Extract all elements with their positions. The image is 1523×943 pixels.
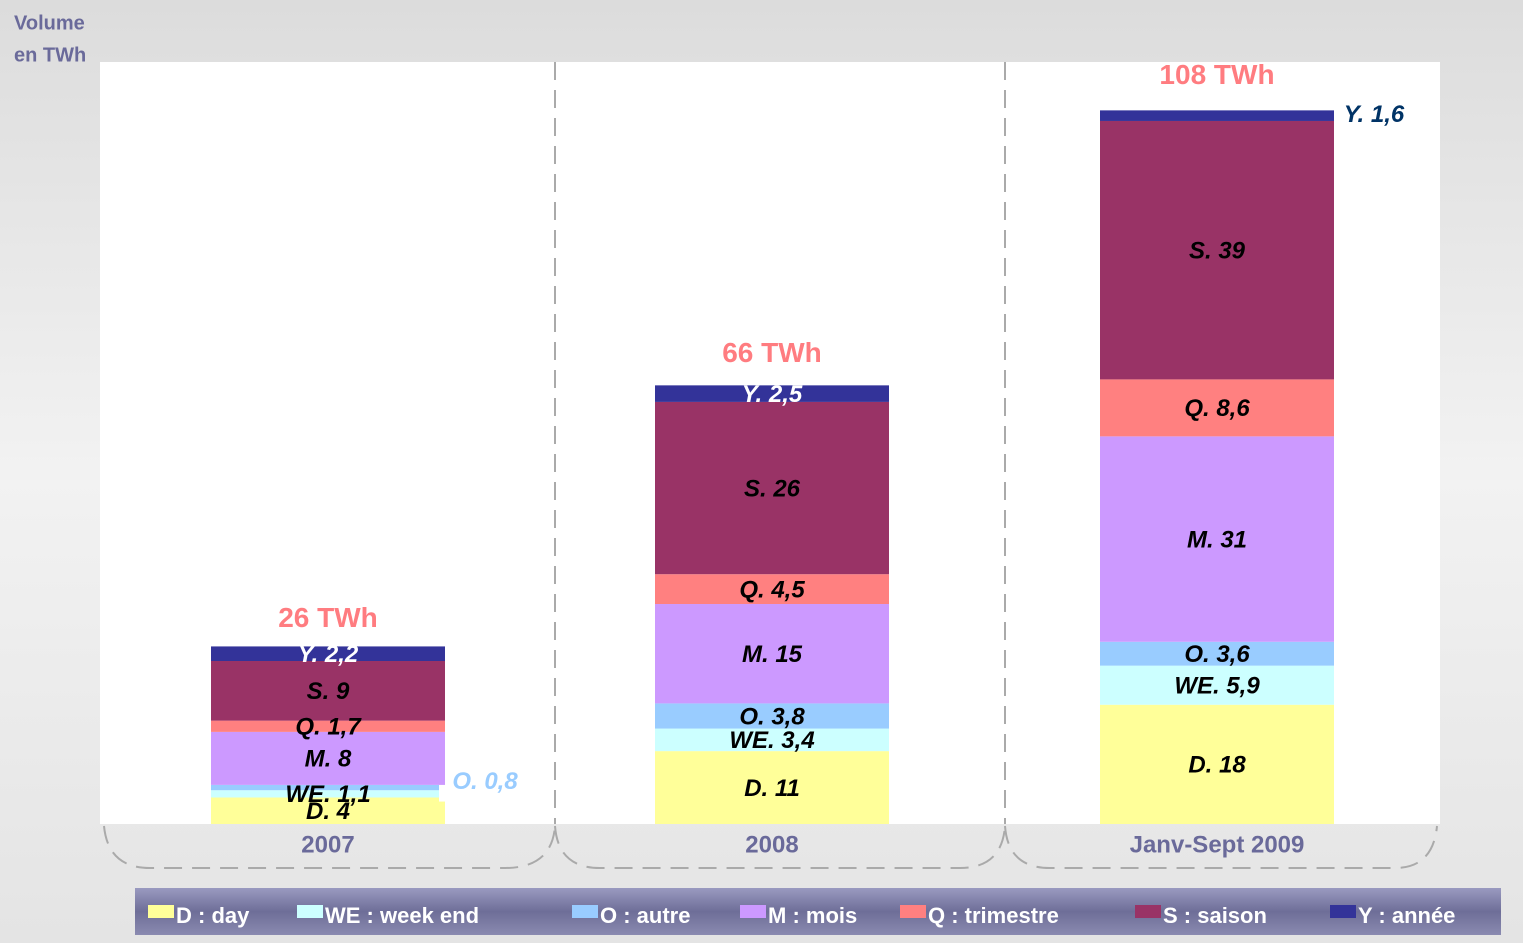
x-tick-label: Janv-Sept 2009 [1130,831,1305,858]
bar-segment [211,797,445,824]
bar-segment [655,703,889,729]
data-label: D. 4 [306,798,350,825]
legend-label: O : autre [600,903,690,928]
data-label: WE. 5,9 [1174,673,1260,700]
bar-segment [211,646,445,661]
data-label: O. 0,8 [452,768,518,795]
data-label: O. 3,8 [739,703,805,730]
bar-segment [655,604,889,704]
data-label: Q. 1,7 [295,714,362,741]
legend-swatch [572,905,598,918]
legend-label: D : day [176,903,250,928]
legend-swatch [900,905,926,918]
data-label: M. 8 [305,746,352,773]
bar-segment [655,574,889,605]
total-label: 26 TWh [278,602,378,633]
data-label: O. 3,6 [1184,641,1250,668]
brackets [103,825,1438,869]
bar-segment [655,385,889,402]
legend-swatch [1330,905,1356,918]
bar-segment [1100,379,1334,437]
data-label: D. 18 [1188,752,1246,779]
label-bg [439,771,531,802]
bracket [103,825,556,869]
x-tick-label: 2008 [745,831,798,858]
data-label: M. 15 [742,641,803,668]
bar-segment [211,790,445,798]
legend-swatch [740,905,766,918]
total-label: 66 TWh [722,337,822,368]
data-label: S. 39 [1189,238,1246,265]
legend-swatch [148,905,174,918]
data-label: WE. 3,4 [729,727,814,754]
total-label: 108 TWh [1159,59,1274,90]
bar-segment [655,401,889,575]
legend-label: Y : année [1358,903,1455,928]
y-axis-label: en TWh [14,44,86,66]
legend-label: Q : trimestre [928,903,1059,928]
legend-label: WE : week end [325,903,479,928]
legend-label: M : mois [768,903,857,928]
bar-segment [211,784,445,791]
bracket [1004,825,1438,869]
bar-segment [1100,110,1334,121]
data-label: S. 9 [307,678,350,705]
legend-label: S : saison [1163,903,1267,928]
data-label: Y. 2,2 [298,641,359,668]
legend-swatch [1135,905,1161,918]
bar-segment [1100,120,1334,380]
data-label: M. 31 [1187,526,1247,553]
bar-segment [211,731,445,785]
bar-segment [1100,704,1334,824]
bar-segment [211,720,445,732]
legend-swatch [297,905,323,918]
x-tick-label: 2007 [301,831,354,858]
data-label: D. 11 [744,775,800,802]
data-label: WE. 1,1 [285,781,370,808]
data-label: Q. 4,5 [739,576,805,603]
y-axis-label: Volume [14,12,85,34]
data-label: Q. 8,6 [1184,395,1250,422]
bar-segment [1100,665,1334,705]
bar-segment [1100,641,1334,666]
data-label: Y. 2,5 [742,381,803,408]
bar-segment [655,728,889,752]
data-label: Y. 1,6 [1344,101,1405,128]
bar-segment [1100,436,1334,642]
data-label: S. 26 [744,475,801,502]
bar-segment [655,751,889,824]
legend-box [135,888,1501,935]
bar-segment [211,660,445,721]
